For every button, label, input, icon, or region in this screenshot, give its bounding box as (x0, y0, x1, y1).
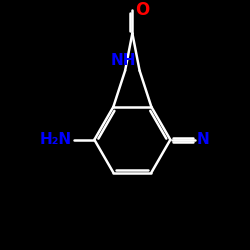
Text: NH: NH (111, 53, 136, 68)
Text: N: N (197, 132, 209, 147)
Text: H₂N: H₂N (40, 132, 72, 147)
Text: O: O (135, 1, 149, 19)
